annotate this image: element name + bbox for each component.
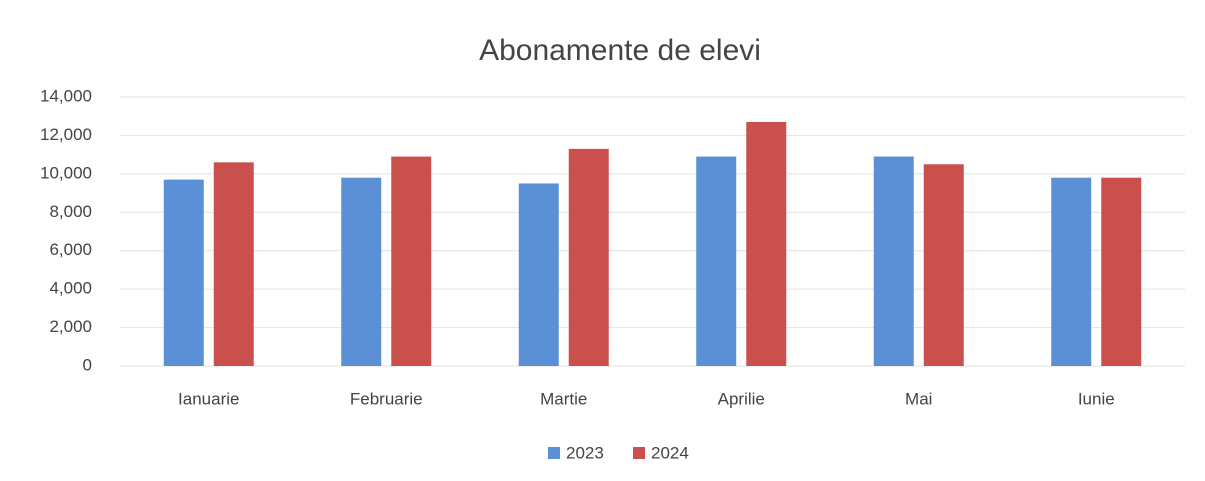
y-tick-label: 2,000 xyxy=(49,317,92,336)
legend-label: 2024 xyxy=(651,443,689,462)
bar xyxy=(163,179,204,366)
y-tick-label: 10,000 xyxy=(40,163,92,182)
x-tick-label: Februarie xyxy=(350,389,423,408)
y-tick-label: 4,000 xyxy=(49,279,92,298)
legend-swatch xyxy=(633,447,645,459)
y-tick-label: 6,000 xyxy=(49,240,92,259)
x-tick-label: Aprilie xyxy=(718,389,765,408)
y-tick-label: 14,000 xyxy=(40,86,92,105)
y-tick-label: 8,000 xyxy=(49,202,92,221)
x-tick-label: Ianuarie xyxy=(178,389,239,408)
bar xyxy=(391,156,432,366)
x-tick-label: Iunie xyxy=(1078,389,1115,408)
bar xyxy=(873,156,914,366)
bar xyxy=(696,156,737,366)
x-tick-label: Martie xyxy=(540,389,587,408)
bar xyxy=(568,148,609,366)
bar xyxy=(213,162,254,366)
bar xyxy=(746,121,787,366)
legend-swatch xyxy=(548,447,560,459)
bar xyxy=(923,164,964,366)
y-tick-label: 0 xyxy=(83,355,92,374)
y-tick-label: 12,000 xyxy=(40,125,92,144)
chart-title: Abonamente de elevi xyxy=(479,34,761,67)
bar xyxy=(518,183,559,366)
x-tick-label: Mai xyxy=(905,389,932,408)
bar xyxy=(1101,177,1142,366)
legend-label: 2023 xyxy=(566,443,604,462)
bar xyxy=(1051,177,1092,366)
bar xyxy=(341,177,382,366)
